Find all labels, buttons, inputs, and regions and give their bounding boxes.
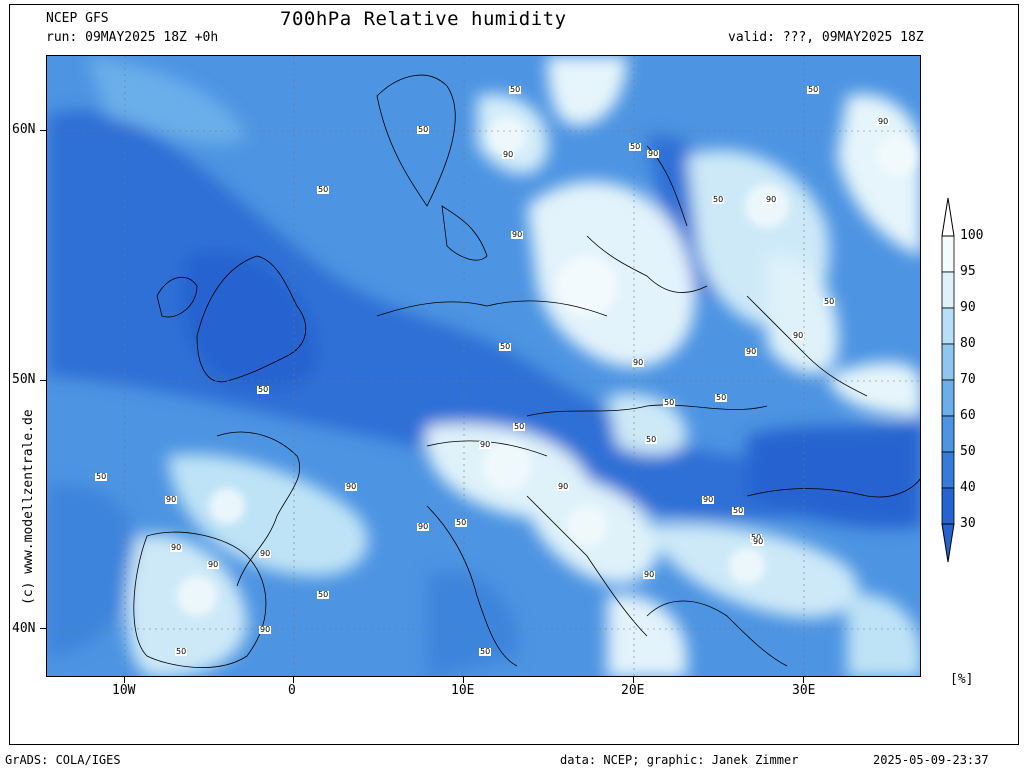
lon-label-20e: 20E: [621, 683, 645, 698]
footer-timestamp: 2025-05-09-23:37: [873, 753, 989, 767]
colorbar-level-label: 50: [960, 444, 976, 459]
colorbar-segment: [941, 271, 955, 309]
colorbar: [941, 197, 955, 563]
colorbar-segment: [941, 307, 955, 345]
contour-label: 50: [712, 195, 725, 204]
colorbar-level-label: 90: [960, 300, 976, 315]
contour-label: 90: [502, 150, 515, 159]
map-title: 700hPa Relative humidity: [280, 8, 567, 30]
contour-label: 90: [792, 331, 805, 340]
lat-tick: [40, 628, 46, 629]
colorbar-segment: [941, 415, 955, 453]
colorbar-level-label: 30: [960, 516, 976, 531]
colorbar-level-label: 70: [960, 372, 976, 387]
colorbar-segment: [941, 487, 955, 525]
contour-label: 90: [557, 482, 570, 491]
contour-label: 50: [455, 518, 468, 527]
lat-tick: [40, 130, 46, 131]
coastlines: [133, 74, 920, 668]
colorbar-segment: [941, 379, 955, 417]
lat-label-40n: 40N: [12, 621, 36, 636]
lon-label-0: 0: [288, 683, 296, 698]
contour-label: 50: [95, 472, 108, 481]
valid-time: valid: ???, 09MAY2025 18Z: [728, 30, 924, 45]
colorbar-level-label: 100: [960, 228, 984, 243]
contour-label: 50: [715, 393, 728, 402]
contour-label: 90: [632, 358, 645, 367]
contour-label: 90: [745, 347, 758, 356]
contour-label: 90: [417, 522, 430, 531]
lat-tick: [40, 380, 46, 381]
lon-tick: [124, 677, 125, 683]
contour-label: 50: [257, 385, 270, 394]
contour-label: 90: [259, 549, 272, 558]
footer-data-credit: data: NCEP; graphic: Janek Zimmer: [560, 753, 799, 767]
lon-tick: [633, 677, 634, 683]
contour-label: 50: [807, 85, 820, 94]
contour-label: 90: [877, 117, 890, 126]
plot-frame: [9, 4, 1019, 745]
colorbar-segment: [941, 451, 955, 489]
contour-label: 90: [345, 482, 358, 491]
contour-label: 50: [732, 506, 745, 515]
contour-label: 90: [207, 560, 220, 569]
colorbar-segment: [941, 343, 955, 381]
contour-label: 50: [479, 647, 492, 656]
contour-label: 90: [170, 543, 183, 552]
lon-label-30e: 30E: [792, 683, 816, 698]
lon-tick: [803, 677, 804, 683]
contour-label: 90: [765, 195, 778, 204]
contour-label: 90: [647, 149, 660, 158]
lat-label-60n: 60N: [12, 122, 36, 137]
contour-label: 90: [165, 495, 178, 504]
colorbar-unit: [%]: [950, 672, 974, 687]
contour-label: 50: [823, 297, 836, 306]
humidity-map: 50 50 50 90 50 90 50 90 50 90 90 50 90 90 50 90 50 50 50 50…: [46, 55, 921, 677]
contour-label: 50: [509, 85, 522, 94]
contour-label: 90: [259, 625, 272, 634]
lon-label-10w: 10W: [112, 683, 136, 698]
contour-label: 50: [317, 185, 330, 194]
contour-label: 50: [629, 142, 642, 151]
graticule: [47, 56, 920, 676]
humidity-field: [47, 56, 920, 676]
model-name: NCEP GFS: [46, 11, 109, 26]
colorbar-level-label: 95: [960, 264, 976, 279]
lon-label-10e: 10E: [451, 683, 475, 698]
colorbar-level-label: 60: [960, 408, 976, 423]
contour-label: 50: [175, 647, 188, 656]
contour-label: 90: [702, 495, 715, 504]
colorbar-level-label: 80: [960, 336, 976, 351]
contour-label: 50: [663, 398, 676, 407]
lat-label-50n: 50N: [12, 372, 36, 387]
contour-label: 90: [752, 537, 765, 546]
contour-label: 50: [513, 422, 526, 431]
contour-label: 90: [479, 440, 492, 449]
contour-label: 90: [643, 570, 656, 579]
contour-label: 50: [645, 435, 658, 444]
contour-label: 50: [499, 342, 512, 351]
lon-tick: [463, 677, 464, 683]
colorbar-level-label: 40: [960, 480, 976, 495]
run-time: run: 09MAY2025 18Z +0h: [46, 30, 219, 45]
colorbar-segment: [941, 235, 955, 273]
contour-label: 50: [317, 590, 330, 599]
lon-tick: [293, 677, 294, 683]
vertical-credit: (c) www.modellzentrale.de: [21, 409, 36, 605]
contour-label: 50: [417, 125, 430, 134]
footer-software: GrADS: COLA/IGES: [5, 753, 121, 767]
contour-label: 90: [511, 230, 524, 239]
